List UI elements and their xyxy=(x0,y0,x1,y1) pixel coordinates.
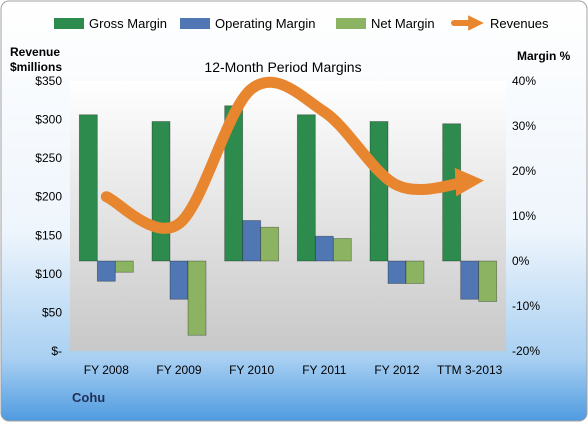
operating-margin-bar xyxy=(314,235,334,262)
gross-margin-bar xyxy=(78,114,98,262)
y-axis-left-ticks: $- $50 $100 $150 $200 $250 $300 $350 xyxy=(35,74,62,358)
x-tick-label: FY 2012 xyxy=(374,363,419,377)
y-left-tick-label: $50 xyxy=(42,305,62,319)
legend-label-gross-margin: Gross Margin xyxy=(89,16,167,31)
y-right-tick-label: -20% xyxy=(512,344,540,358)
revenues-line xyxy=(100,76,484,234)
net-margin-bar xyxy=(187,260,207,336)
operating-margin-bar xyxy=(387,260,407,284)
chart-title: 12-Month Period Margins xyxy=(204,59,361,75)
y-left-tick-label: $300 xyxy=(35,113,62,127)
net-margin-bar xyxy=(405,260,425,284)
legend-label-revenues: Revenues xyxy=(490,16,549,31)
x-tick-label: FY 2008 xyxy=(84,363,129,377)
operating-margin-bar xyxy=(460,260,480,300)
y-right-tick-label: 0% xyxy=(512,254,530,268)
legend-swatch-net-margin xyxy=(336,18,366,29)
y-right-tick-label: 20% xyxy=(512,164,536,178)
y-right-tick-label: -10% xyxy=(512,299,540,313)
revenue-series xyxy=(100,76,484,234)
gross-margin-bar xyxy=(296,114,316,262)
operating-margin-bar xyxy=(96,260,116,282)
y-right-tick-label: 10% xyxy=(512,209,536,223)
gross-margin-bar xyxy=(442,123,462,262)
gross-margin-bar xyxy=(369,121,389,262)
net-margin-bar xyxy=(114,260,134,273)
y-left-tick-label: $100 xyxy=(35,267,62,281)
y-left-tick-label: $150 xyxy=(35,228,62,242)
y-left-tick-label: $250 xyxy=(35,151,62,165)
company-name: Cohu xyxy=(72,390,105,405)
net-margin-bar xyxy=(478,260,498,302)
x-tick-label: FY 2010 xyxy=(229,363,274,377)
y-right-tick-label: 30% xyxy=(512,119,536,133)
x-tick-label: FY 2011 xyxy=(302,363,347,377)
y-left-tick-label: $- xyxy=(51,344,62,358)
gross-margin-bar xyxy=(151,121,171,262)
y-right-tick-label: 40% xyxy=(512,74,536,88)
legend-label-net-margin: Net Margin xyxy=(371,16,435,31)
y-left-tick-label: $200 xyxy=(35,190,62,204)
legend: Gross Margin Operating Margin Net Margin… xyxy=(54,15,549,31)
y-axis-left-title-line2: $millions xyxy=(10,60,62,74)
x-tick-label: FY 2009 xyxy=(156,363,201,377)
legend-label-operating-margin: Operating Margin xyxy=(215,16,315,31)
legend-swatch-gross-margin xyxy=(54,18,84,29)
x-axis-labels: FY 2008 FY 2009 FY 2010 FY 2011 FY 2012 TTM 3… xyxy=(84,363,503,377)
y-axis-right-title: Margin % xyxy=(517,49,571,63)
y-axis-right-ticks: -20% -10% 0% 10% 20% 30% 40% xyxy=(512,74,540,358)
y-axis-left-title-line1: Revenue xyxy=(10,45,60,59)
operating-margin-bar xyxy=(242,220,262,262)
net-margin-bar xyxy=(332,238,352,262)
operating-margin-bar xyxy=(169,260,189,300)
y-left-tick-label: $350 xyxy=(35,74,62,88)
net-margin-bar xyxy=(260,226,280,262)
x-tick-label: TTM 3-2013 xyxy=(437,363,503,377)
legend-swatch-operating-margin xyxy=(180,18,210,29)
